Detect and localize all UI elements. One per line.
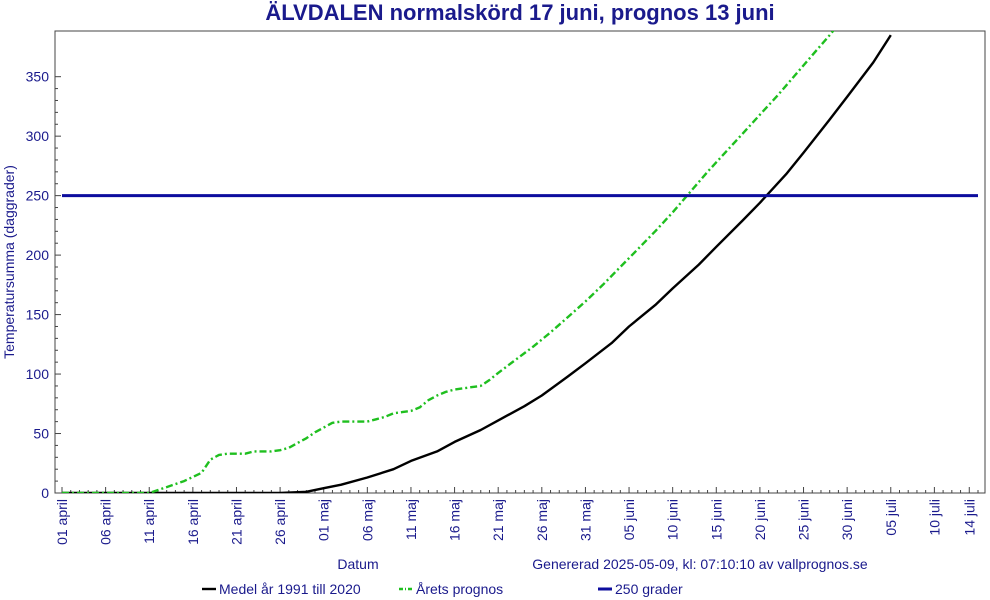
x-tick-label: 30 juni: [839, 499, 855, 540]
x-tick-label: 15 juni: [708, 499, 724, 540]
x-tick-label: 11 maj: [403, 499, 419, 540]
x-tick-label: 20 juni: [752, 499, 768, 540]
y-tick-label: 200: [26, 247, 50, 263]
series-line-1: [62, 34, 892, 493]
y-tick-label: 0: [41, 485, 49, 501]
x-tick-label: 10 juni: [665, 499, 681, 540]
legend: Medel år 1991 till 2020 Årets prognos 250 …: [202, 581, 683, 597]
x-tick-label: 26 april: [272, 499, 288, 545]
x-tick-label: 25 juni: [796, 499, 812, 540]
x-tick-label: 16 april: [185, 499, 201, 545]
x-tick-label: 11 april: [141, 499, 157, 544]
y-axis: 0 50 100 150 200 250 300 350: [26, 69, 61, 501]
x-tick-label: 01 maj: [316, 499, 332, 541]
x-axis: 01 april 06 april 11 april 16 april 21 april…: [54, 487, 979, 545]
y-tick-label: 50: [33, 426, 49, 442]
x-tick-label: 14 juli: [961, 499, 977, 536]
series-layer: [62, 31, 978, 493]
legend-label: Medel år 1991 till 2020: [219, 581, 361, 597]
x-tick-label: 06 maj: [359, 499, 375, 541]
y-tick-label: 150: [26, 307, 50, 323]
plot-area: [54, 30, 986, 494]
x-tick-label: 21 maj: [490, 499, 506, 541]
x-tick-label: 05 juni: [621, 499, 637, 540]
x-tick-label: 05 juli: [883, 499, 899, 536]
x-axis-label: Datum: [337, 556, 378, 572]
y-tick-label: 300: [26, 128, 50, 144]
generated-note: Genererad 2025-05-09, kl: 07:10:10 av va…: [532, 556, 868, 572]
y-tick-label: 350: [26, 69, 50, 85]
legend-label: Årets prognos: [416, 581, 503, 597]
y-tick-label: 250: [26, 188, 50, 204]
x-tick-label: 21 april: [228, 499, 244, 545]
y-tick-label: 100: [26, 366, 50, 382]
x-tick-label: 01 april: [54, 499, 70, 545]
series-line-2: [62, 31, 835, 493]
x-tick-label: 31 maj: [577, 499, 593, 541]
x-tick-label: 10 juli: [926, 499, 942, 536]
x-tick-label: 06 april: [98, 499, 114, 545]
x-tick-label: 26 maj: [534, 499, 550, 541]
x-tick-label: 16 maj: [447, 499, 463, 541]
y-axis-label: Temperatursumma (daggrader): [1, 165, 17, 359]
chart-title: ÄLVDALEN normalskörd 17 juni, prognos 13…: [265, 0, 774, 25]
legend-label: 250 grader: [615, 581, 683, 597]
